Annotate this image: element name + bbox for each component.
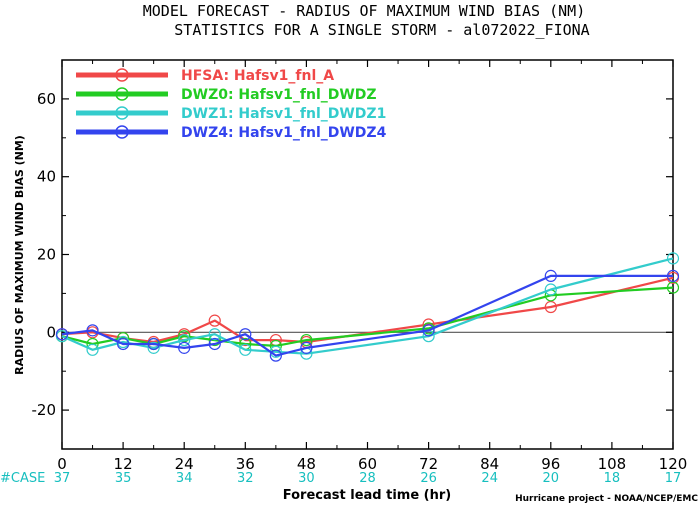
case-count: 20: [543, 471, 560, 486]
series-line: [61, 286, 674, 347]
plot-area: 0371235243436324830602872268424962010818…: [32, 59, 688, 486]
x-axis-label: Forecast lead time (hr): [283, 488, 451, 503]
legend-marker: [115, 87, 129, 101]
data-point: [544, 283, 557, 296]
data-point: [55, 328, 69, 341]
chart-title-line2: STATISTICS FOR A SINGLE STORM - al072022…: [174, 21, 589, 39]
legend-label: DWZ4: Hafsv1_fnl_DWDZ4: [181, 125, 387, 141]
data-point: [208, 328, 221, 341]
data-point: [269, 349, 282, 362]
data-point: [239, 343, 252, 356]
x-tick-label: 108: [598, 455, 627, 473]
data-point: [422, 324, 435, 337]
credit-label: Hurricane project - NOAA/NCEP/EMC: [515, 494, 698, 504]
legend-entry-3: DWZ4: Hafsv1_fnl_DWDZ4: [76, 125, 387, 141]
legend-marker: [115, 68, 129, 82]
x-tick-label: 120: [659, 455, 688, 473]
legend-label: DWZ0: Hafsv1_fnl_DWDZ: [181, 87, 377, 103]
case-count: 24: [481, 471, 498, 486]
case-label: #CASE: [0, 471, 45, 486]
legend-entry-1: DWZ0: Hafsv1_fnl_DWDZ: [76, 87, 377, 103]
x-tick-label: 48: [297, 455, 316, 473]
case-count: 34: [176, 471, 193, 486]
data-point: [178, 341, 191, 354]
case-count: 28: [359, 471, 376, 486]
data-point: [544, 300, 557, 314]
x-tick-label: 12: [114, 455, 133, 473]
data-point: [666, 269, 680, 282]
data-point: [300, 341, 313, 354]
x-tick-label: 36: [236, 455, 255, 473]
x-tick-label: 72: [419, 455, 438, 473]
series-3: [55, 269, 680, 362]
y-tick-label: -20: [32, 401, 57, 419]
y-tick-label: 20: [37, 246, 56, 264]
legend-label: HFSA: Hafsv1_fnl_A: [181, 68, 334, 84]
legend-marker: [115, 125, 129, 139]
x-tick-label: 24: [175, 455, 194, 473]
data-point: [147, 341, 160, 354]
data-point: [666, 252, 680, 265]
x-tick-label: 0: [57, 455, 67, 473]
series-line: [61, 274, 673, 357]
legend-entry-0: HFSA: Hafsv1_fnl_A: [76, 68, 334, 84]
y-tick-label: 40: [37, 168, 56, 186]
case-count: 26: [420, 471, 437, 486]
data-point: [208, 337, 221, 351]
case-count: 32: [237, 471, 254, 486]
data-point: [86, 324, 99, 337]
series-0: [55, 271, 680, 349]
y-tick-label: 60: [37, 90, 56, 108]
data-point: [300, 333, 313, 347]
legend-entry-2: DWZ1: Hafsv1_fnl_DWDZ1: [76, 106, 386, 122]
data-point: [666, 281, 680, 294]
data-point: [86, 343, 99, 356]
y-tick-label: 0: [46, 323, 56, 341]
data-point: [178, 330, 191, 343]
legend-label: DWZ1: Hafsv1_fnl_DWDZ1: [181, 106, 386, 122]
data-point: [544, 269, 557, 282]
case-count: 17: [665, 471, 682, 486]
case-count: 37: [54, 471, 71, 486]
data-point: [239, 328, 252, 341]
case-count: 30: [298, 471, 315, 486]
data-point: [208, 314, 221, 327]
x-tick-label: 60: [358, 455, 377, 473]
case-count: 35: [115, 471, 132, 486]
data-point: [116, 337, 130, 351]
data-point: [147, 337, 160, 351]
y-axis-label: RADIUS OF MAXIMUM WIND BIAS (NM): [13, 135, 26, 375]
x-tick-label: 96: [541, 455, 560, 473]
legend-marker: [115, 106, 129, 120]
chart-title-line1: MODEL FORECAST - RADIUS OF MAXIMUM WIND …: [143, 2, 586, 20]
data-point: [178, 333, 191, 347]
case-count: 18: [604, 471, 621, 486]
x-tick-label: 84: [480, 455, 499, 473]
